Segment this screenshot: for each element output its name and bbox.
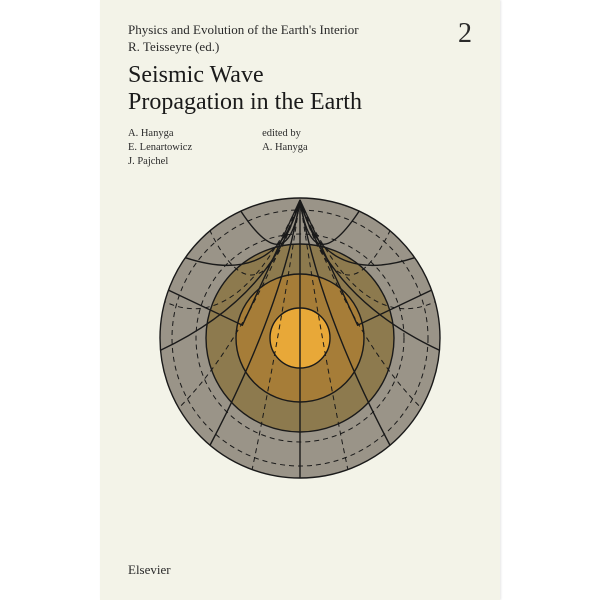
author-1: A. Hanyga xyxy=(128,127,192,141)
authors-list: A. Hanyga E. Lenartowicz J. Pajchel xyxy=(128,127,192,170)
book-title: Seismic Wave Propagation in the Earth xyxy=(128,62,472,117)
earth-diagram xyxy=(128,193,472,483)
series-title: Physics and Evolution of the Earth's Int… xyxy=(128,22,472,39)
title-line-1: Seismic Wave xyxy=(128,62,264,88)
volume-editor-block: edited by A. Hanyga xyxy=(262,127,308,170)
volume-editor: A. Hanyga xyxy=(262,141,308,155)
edited-by-label: edited by xyxy=(262,127,308,141)
series-editor: R. Teisseyre (ed.) xyxy=(128,39,472,56)
author-3: J. Pajchel xyxy=(128,155,192,169)
authors-block: A. Hanyga E. Lenartowicz J. Pajchel edit… xyxy=(128,127,472,170)
author-2: E. Lenartowicz xyxy=(128,141,192,155)
book-cover: 2 Physics and Evolution of the Earth's I… xyxy=(100,0,500,600)
earth-cross-section-icon xyxy=(155,193,445,483)
publisher: Elsevier xyxy=(128,562,171,578)
volume-number: 2 xyxy=(458,18,472,50)
title-line-2: Propagation in the Earth xyxy=(128,89,362,115)
